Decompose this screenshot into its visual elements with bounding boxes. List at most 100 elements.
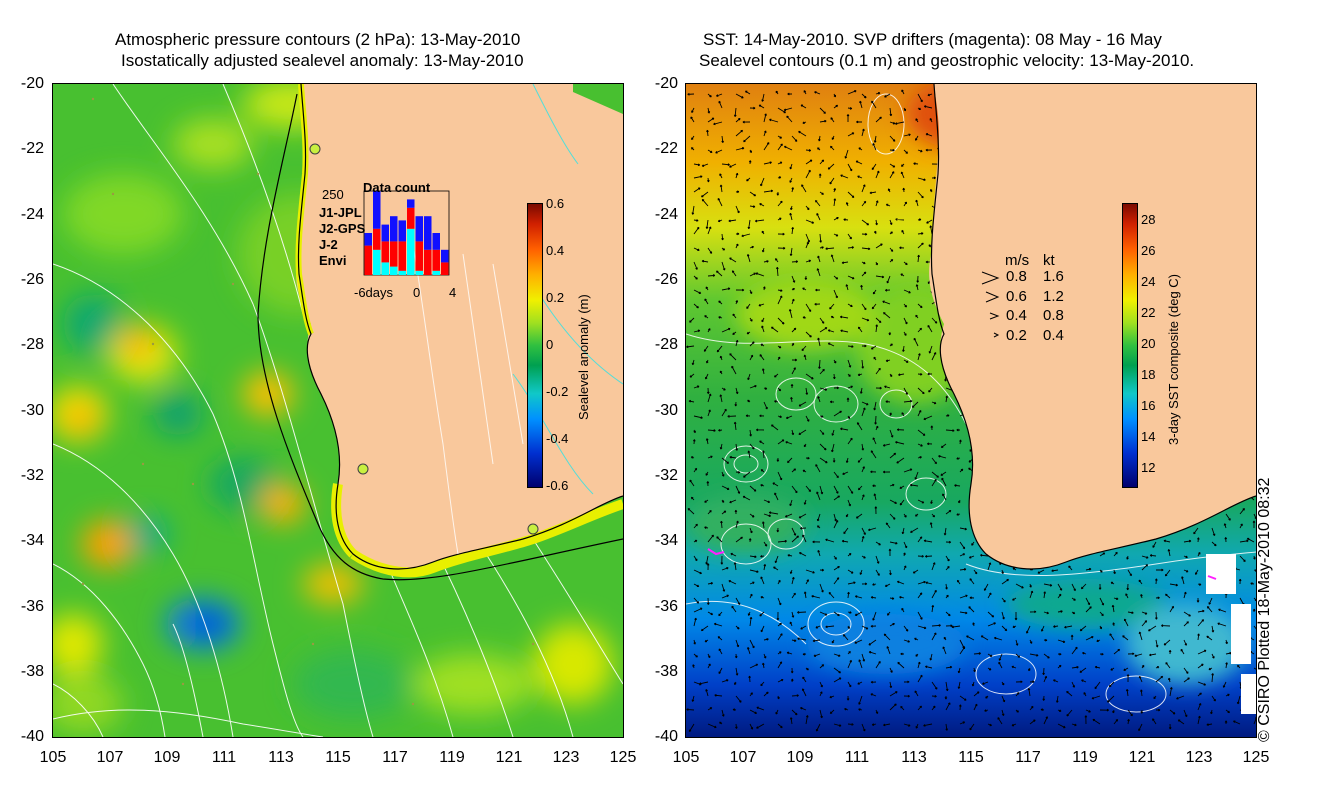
velocity-arrow [1122,635,1129,641]
velocity-arrow [903,565,907,571]
velocity-arrow [1112,709,1115,714]
velocity-arrow [915,284,919,291]
right-lon-label: 115 [958,749,984,766]
velocity-arrow [847,437,853,445]
velocity-arrow [845,284,849,291]
left-title-line1: Atmospheric pressure contours (2 hPa): 1… [115,30,521,49]
velocity-arrow [861,443,865,451]
velocity-arrow [872,583,877,586]
velocity-arrow [735,597,741,605]
velocity-arrow [763,286,766,291]
velocity-arrow [735,639,740,648]
velocity-arrow [847,611,852,614]
velocity-arrow [828,591,835,599]
velocity-arrow [833,188,836,193]
velocity-arrow [805,715,809,725]
velocity-arrow [1068,565,1073,571]
velocity-arrow [843,527,849,535]
velocity-arrow [1148,625,1157,632]
right-title-line1: SST: 14-May-2010. SVP drifters (magenta)… [703,30,1162,49]
velocity-arrow [900,273,905,277]
velocity-arrow [945,624,953,628]
velocity-arrow [798,552,807,557]
velocity-arrow [729,455,737,459]
velocity-arrow [873,493,877,501]
velocity-arrow [729,353,737,361]
velocity-arrow [889,597,895,600]
velocity-arrow [870,693,877,697]
velocity-arrow [735,129,744,137]
velocity-arrow [760,596,765,599]
velocity-arrow [833,513,837,522]
velocity-arrow [798,429,807,435]
velocity-arrow [706,177,710,183]
velocity-arrow [728,219,737,223]
velocity-arrow [791,429,795,436]
velocity-arrow [735,443,739,451]
velocity-arrow [1071,681,1075,688]
velocity-arrow [747,611,751,616]
velocity-arrow [805,259,812,263]
velocity-arrow [805,415,810,422]
velocity-arrow [1043,653,1050,659]
velocity-arrow [777,217,782,221]
velocity-arrow [940,443,947,449]
velocity-arrow [1084,715,1088,725]
velocity-arrow [818,135,821,142]
data-count-bar-segment [373,191,381,229]
right-lat-label: -30 [654,402,678,419]
velocity-arrow [959,594,968,599]
velocity-arrow [1238,578,1242,585]
velocity-arrow [686,345,695,349]
velocity-arrow [803,591,807,599]
velocity-arrow [789,163,793,170]
velocity-arrow [790,667,794,674]
velocity-arrow [735,232,740,236]
velocity-arrow [1043,611,1049,615]
velocity-arrow [959,695,967,701]
velocity-arrow [917,592,923,599]
velocity-arrow [899,595,905,599]
velocity-arrow [903,387,908,395]
velocity-arrow [733,107,737,117]
velocity-arrow [847,591,850,599]
data-count-bar-segment [398,220,406,242]
velocity-arrow [945,702,951,711]
velocity-arrow [1141,664,1145,669]
velocity-arrow [1125,688,1129,697]
velocity-arrow [931,457,937,465]
velocity-arrow [903,680,910,684]
velocity-arrow [889,163,896,168]
velocity-arrow [802,121,807,124]
velocity-arrow [819,191,824,195]
velocity-arrow [1169,687,1173,697]
velocity-arrow [914,637,919,641]
velocity-arrow [816,491,821,501]
velocity-arrow [749,429,752,437]
velocity-arrow [859,387,863,394]
velocity-arrow [693,329,701,333]
velocity-arrow [931,401,937,405]
velocity-arrow [883,633,891,641]
velocity-arrow [861,555,866,559]
data-count-bar-segment [441,262,449,275]
velocity-arrow [917,353,921,361]
velocity-arrow [791,527,797,536]
velocity-arrow [1037,569,1045,574]
velocity-arrow [874,415,877,425]
velocity-arrow [875,91,881,95]
left-lon-label: 111 [211,749,237,766]
velocity-arrow [957,667,961,674]
cbar-right-tick-2: 24 [1141,274,1156,289]
velocity-arrow [1206,606,1213,613]
velocity-arrow [917,409,922,417]
velocity-arrow [889,681,893,689]
velocity-arrow [903,289,911,294]
velocity-arrow [889,499,897,504]
velocity-arrow [861,303,867,311]
right-lat-label: -28 [654,336,678,353]
velocity-arrow [749,317,753,322]
velocity-arrow [900,652,905,656]
velocity-arrow [791,327,797,333]
velocity-arrow [746,331,751,335]
